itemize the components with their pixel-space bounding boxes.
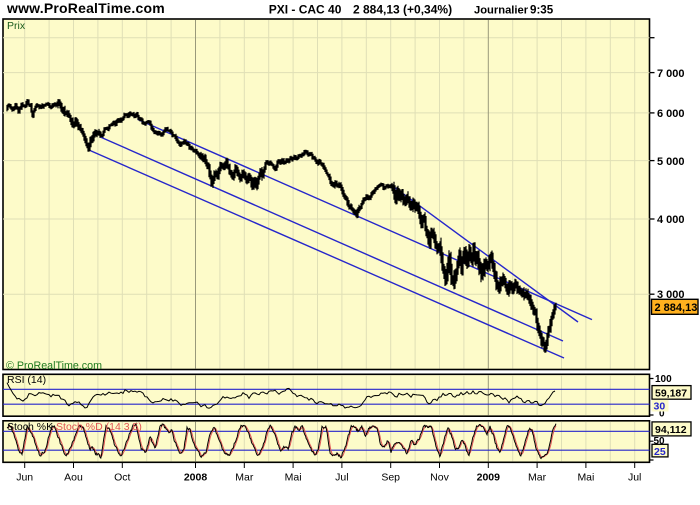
svg-text:RSI (14): RSI (14): [7, 374, 46, 386]
svg-text:Jul: Jul: [335, 472, 348, 484]
svg-text:www.ProRealTime.com: www.ProRealTime.com: [6, 0, 165, 16]
svg-text:50: 50: [654, 436, 666, 447]
svg-text:Oct: Oct: [114, 472, 130, 484]
svg-text:7 000: 7 000: [657, 68, 685, 80]
svg-text:2 884,13 (+0,34%): 2 884,13 (+0,34%): [353, 3, 452, 17]
svg-text:Aou: Aou: [64, 472, 83, 484]
svg-text:2009: 2009: [477, 472, 501, 484]
svg-text:2 884,13: 2 884,13: [655, 302, 698, 314]
svg-text:Sep: Sep: [381, 472, 400, 484]
svg-text:5 000: 5 000: [657, 156, 685, 168]
svg-text:30: 30: [654, 401, 666, 413]
svg-text:4 000: 4 000: [657, 214, 685, 226]
svg-text:9:35: 9:35: [530, 4, 554, 17]
svg-text:Prix: Prix: [7, 20, 26, 32]
svg-text:Stoch %K Stoch %D (14 3 5): Stoch %K Stoch %D (14 3 5): [7, 421, 142, 433]
svg-text:2008: 2008: [184, 472, 208, 484]
svg-text:Jul: Jul: [628, 472, 641, 484]
svg-text:6 000: 6 000: [657, 108, 685, 120]
svg-text:Mar: Mar: [235, 472, 254, 484]
svg-text:94,112: 94,112: [655, 424, 687, 436]
svg-text:25: 25: [654, 446, 666, 458]
svg-text:Mai: Mai: [285, 472, 302, 484]
svg-text:59,187: 59,187: [655, 388, 687, 400]
svg-text:Jun: Jun: [16, 472, 33, 484]
svg-text:3 000: 3 000: [657, 289, 685, 301]
svg-text:Mar: Mar: [528, 472, 547, 484]
svg-text:© ProRealTime.com: © ProRealTime.com: [6, 360, 102, 372]
svg-text:Journalier: Journalier: [474, 5, 529, 17]
svg-text:PXI - CAC 40: PXI - CAC 40: [269, 3, 342, 17]
svg-text:0: 0: [659, 409, 665, 420]
svg-text:Nov: Nov: [430, 472, 449, 484]
svg-text:Mai: Mai: [577, 472, 594, 484]
svg-text:100: 100: [655, 374, 672, 385]
